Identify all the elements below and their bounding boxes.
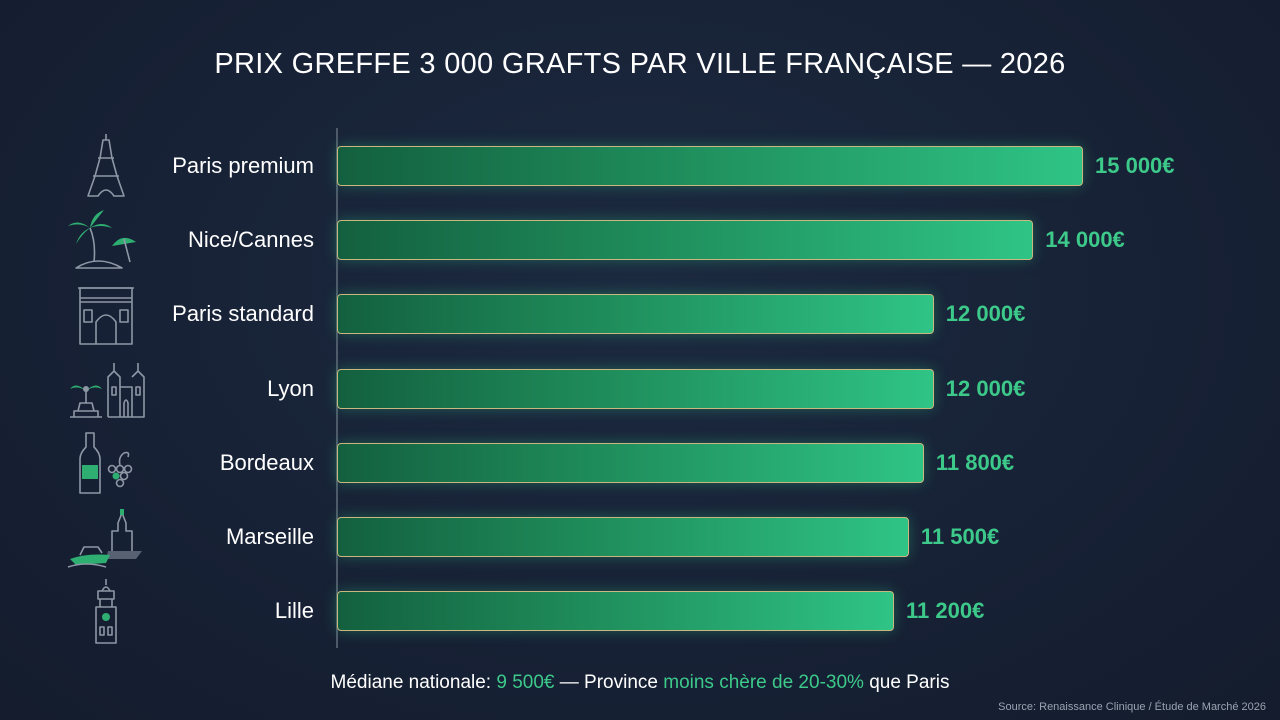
footnote-text-1: Médiane nationale: — [330, 672, 497, 693]
bar — [337, 368, 934, 409]
footnote-median-value: 9 500€ — [496, 672, 555, 693]
eiffel-tower-icon — [66, 132, 146, 200]
value-label: 11 200€ — [906, 598, 985, 624]
category-label: Marseille — [225, 524, 314, 549]
bar-row: Nice/Cannes 14 000€ — [0, 210, 1280, 269]
boat-church-icon — [66, 503, 146, 571]
category-label: Paris premium — [172, 153, 314, 178]
fountain-basilica-icon — [66, 355, 146, 423]
source-credit: Source: Renaissance Clinique / Étude de … — [998, 701, 1266, 713]
bar-row: Bordeaux 11 800€ — [0, 431, 1280, 494]
bar — [337, 220, 1034, 261]
category-label: Lyon — [267, 375, 314, 401]
category-label: Lille — [274, 598, 314, 624]
wine-grapes-icon — [66, 429, 146, 497]
bar-row: Lyon 12 000€ — [0, 362, 1280, 418]
bar — [337, 294, 934, 335]
category-label: Bordeaux — [219, 449, 314, 475]
bar-row: Marseille 11 500€ — [0, 509, 1280, 568]
palm-beach-icon — [66, 206, 146, 274]
belfry-icon — [66, 577, 146, 645]
value-label: 12 000€ — [945, 301, 1026, 327]
footnote: Médiane nationale: 9 500€ — Province moi… — [0, 672, 1280, 694]
bar — [337, 591, 894, 632]
arc-de-triomphe-icon — [66, 280, 146, 348]
bar — [337, 442, 924, 483]
value-label: 14 000€ — [1045, 227, 1125, 253]
bar-row: Lille 11 200€ — [0, 579, 1280, 644]
chart-title: PRIX GREFFE 3 000 GRAFTS PAR VILLE FRANÇ… — [214, 48, 1066, 80]
footnote-text-2: — Province — [554, 672, 664, 693]
footnote-discount: moins chère de 20-30% — [663, 672, 864, 693]
bar — [337, 517, 909, 557]
value-label: 12 000€ — [945, 375, 1026, 401]
value-label: 11 500€ — [920, 524, 1000, 549]
value-label: 11 800€ — [935, 449, 1015, 475]
bar-row: Paris standard 12 000€ — [0, 287, 1280, 346]
bar — [337, 146, 1083, 186]
footnote-text-3: que Paris — [863, 672, 950, 693]
value-label: 15 000€ — [1095, 153, 1175, 178]
category-label: Paris standard — [172, 301, 314, 327]
category-label: Nice/Cannes — [188, 227, 314, 253]
bar-row: Paris premium 15 000€ — [0, 134, 1280, 197]
